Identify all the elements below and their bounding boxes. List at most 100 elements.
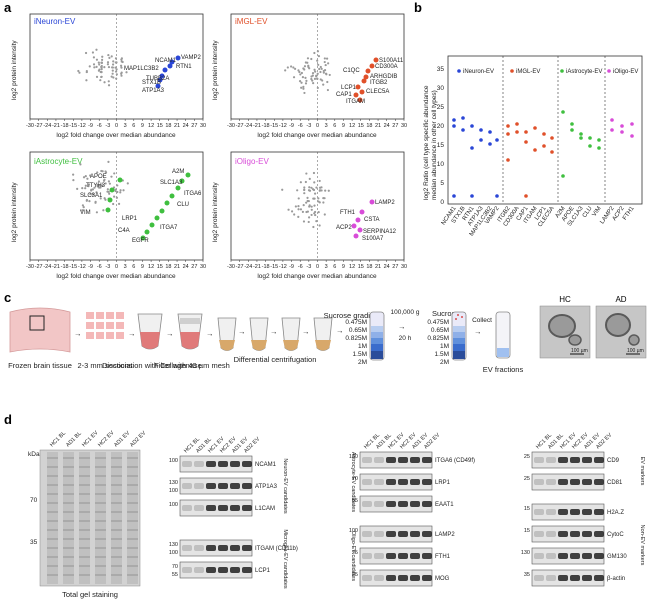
x-tick: -9 [88,123,93,129]
blot-band [546,457,556,463]
blot-band [182,567,192,573]
grey-point [305,79,308,82]
scale-bar-label: 100 µm [571,348,588,354]
grey-points [77,48,128,87]
x-tick: -12 [78,264,86,270]
x-tick: -21 [52,123,60,129]
gene-label: CLEC5A [366,89,389,95]
x-tick: -9 [289,264,294,270]
blot-band [386,575,396,581]
grey-point [101,55,104,58]
grey-point [103,66,106,69]
blot-band [398,479,408,485]
x-tick: CLU [582,206,594,219]
blot-band [362,531,372,537]
grey-point [302,67,305,70]
x-tick: 0 [115,264,118,270]
grey-point [76,187,79,190]
grey-point [323,60,326,64]
grey-point [313,197,316,200]
grey-point [87,183,91,186]
gradient-tube-1 [369,311,385,361]
x-tick: 21 [174,123,180,129]
legend-entry: iOligo-EV [613,69,638,75]
blot-band [558,509,568,515]
x-tick: 9 [342,264,345,270]
x-tick: 15 [157,264,163,270]
x-tick: -21 [253,123,261,129]
grey-point [100,64,103,68]
grey-point [84,184,87,187]
grey-point [299,73,302,76]
blot-band [410,479,420,485]
gene-label: TTYH3 [86,183,106,189]
grey-point [281,188,284,191]
gene-label: C4A [118,228,130,234]
blot-band [546,553,556,559]
grey-point [315,74,318,77]
grey-point [307,199,310,203]
band-label: GM130 [607,554,627,560]
grey-point [95,65,98,68]
grey-point [98,184,101,187]
blot-band [206,505,216,511]
plot-title-imgl: iMGL-EV [235,17,268,26]
plot-title-iastrocyte: iAstrocyte-EV [34,157,83,166]
grey-point [100,61,103,64]
gene-label: APOE [90,174,107,180]
grey-point [89,174,92,177]
blot-band [398,501,408,507]
highlighted-points [105,172,191,241]
tube-icon [137,313,163,350]
grey-point [306,57,310,60]
blot-band [570,531,580,537]
blot-band [374,553,384,559]
x-tick-labels: NCAM1STX1BRTN1ATP1A3MAP1LC3B2VAMP2ITGB2C… [441,205,636,237]
y-tick: 20 [437,123,445,130]
grey-point [99,79,102,82]
grey-point [319,70,322,74]
gene-label: CD300A [375,64,398,70]
blot-band [386,457,396,463]
grey-point [107,84,111,87]
blot-band [582,553,592,559]
panel-letter-b: b [414,0,422,15]
x-tick: 18 [366,123,372,129]
grey-point [307,220,310,224]
grey-point [304,180,307,184]
grey-point [297,215,300,219]
grey-point [82,206,85,209]
grey-point [284,69,287,72]
x-tick: 15 [157,123,163,129]
sucrose-label: Sucrose gradient [324,311,382,320]
blot-band [594,509,604,515]
blot-band [594,457,604,463]
x-tick: -3 [306,123,311,129]
grey-point [110,55,113,58]
x-tick: 3 [124,264,127,270]
blot-band [398,457,408,463]
grey-point [125,71,128,74]
blot-band [242,545,252,551]
grey-point [310,186,313,189]
x-tick: -30 [227,123,235,129]
blot-band [546,479,556,485]
grey-point [77,69,80,73]
x-tick: -12 [279,123,287,129]
x-tick: -18 [262,123,270,129]
panel-letter-c: c [4,290,11,305]
x-tick: A2M [555,206,567,220]
grey-point [114,66,117,69]
mw-marker: 100 [349,528,358,534]
grey-point [108,56,111,59]
grey-point [316,86,319,90]
y-tick: 25 [437,104,445,111]
grey-point [322,69,325,73]
grey-point [303,186,306,189]
blot-band [230,483,240,489]
scatter-plot-imgl: iMGL-EV -30 -27 -24 -21 -18 -15 -12 -9 -6 -3 0 3 6 9 1… [212,13,407,139]
highlighted-points [353,57,379,103]
arrow-icon: → [74,329,82,338]
grey-point [292,76,296,79]
grey-point [108,182,111,185]
